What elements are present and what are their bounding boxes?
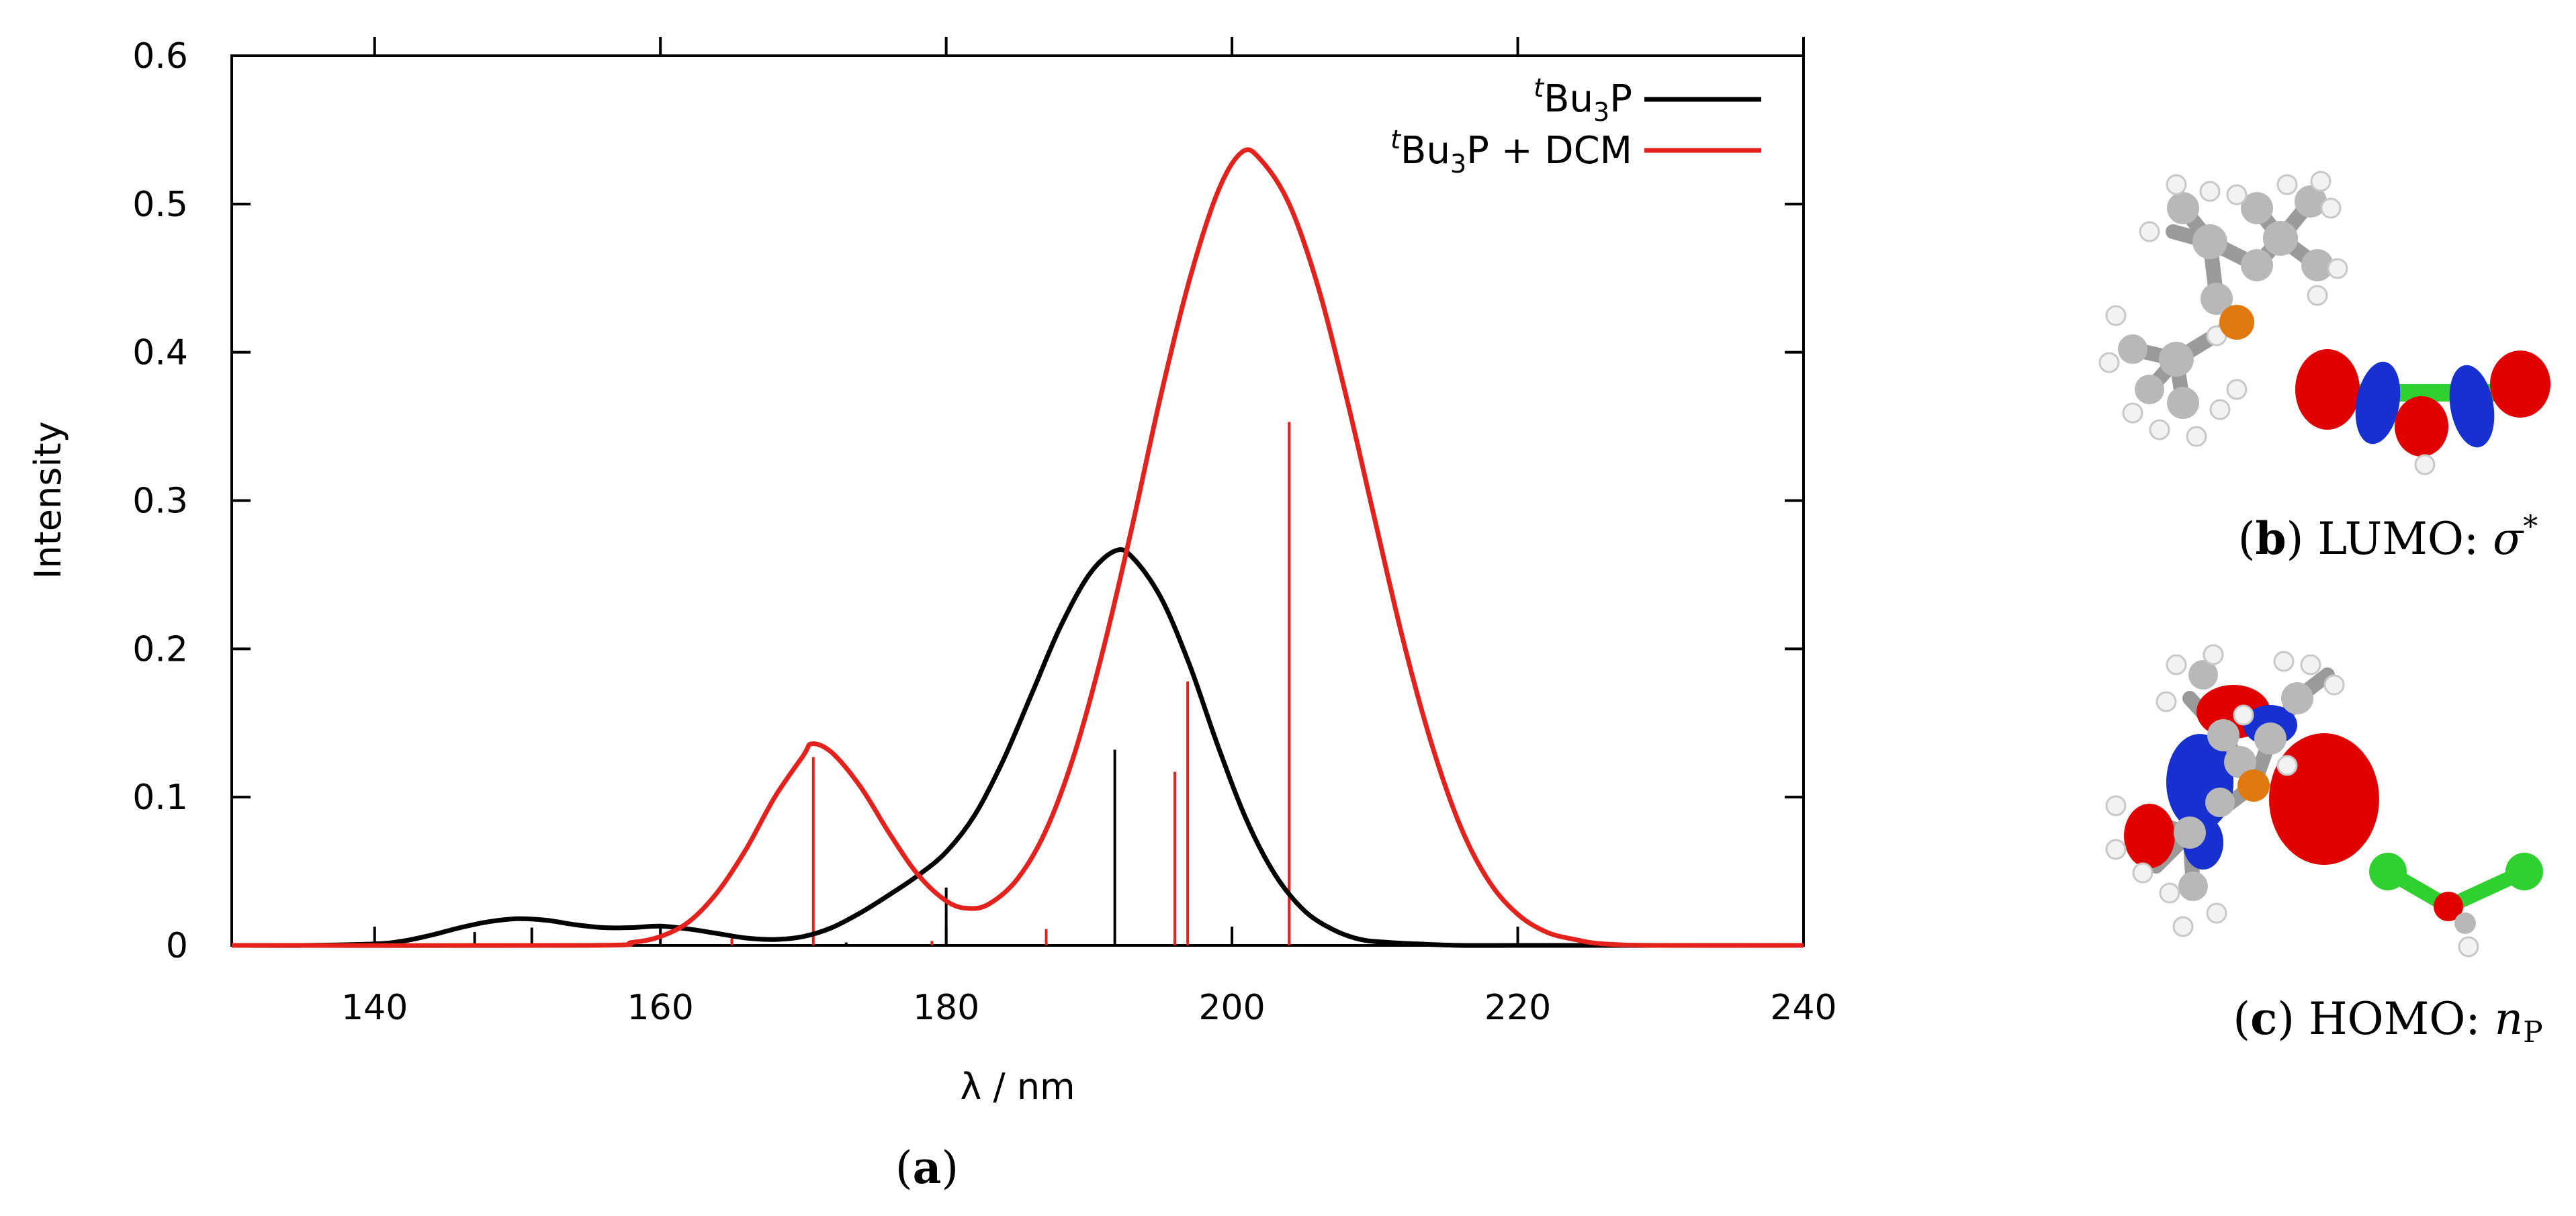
y-axis-title: Intensity (27, 421, 69, 579)
y-tick-label: 0.4 (132, 333, 188, 373)
plot-frame (230, 54, 1805, 947)
y-tick-label: 0 (166, 926, 188, 966)
x-tick-label: 140 (341, 988, 408, 1028)
axis-ticks (232, 37, 1805, 947)
panel-b-sup: * (2523, 510, 2538, 544)
transition-sticks (473, 422, 1291, 945)
panel-c-orbital: HOMO: (2309, 993, 2481, 1045)
legend: tBu3P tBu3P + DCM (1390, 73, 1761, 179)
dcm-molecule-c (2369, 853, 2543, 957)
y-tick-label: 0.3 (132, 481, 188, 522)
y-tick-label: 0.5 (132, 185, 188, 225)
legend-label-bu3p-dcm: tBu3P + DCM (1390, 125, 1632, 179)
panel-c-caption: (c) HOMO: nP (2233, 992, 2542, 1049)
legend-sup: t (1534, 73, 1545, 103)
legend-label-bu3p: tBu3P (1534, 73, 1632, 127)
lumo-orbital-image (2098, 171, 2550, 475)
x-tick-label: 160 (627, 988, 694, 1028)
panel-c-symbol: n (2495, 993, 2524, 1045)
panel-b-caption: (b) LUMO: σ* (2238, 510, 2538, 565)
homo-orbital-image (2105, 644, 2543, 957)
dcm-lumo-lobes (2295, 349, 2550, 475)
legend-main: Bu (1544, 77, 1593, 121)
x-tick-label: 220 (1484, 988, 1551, 1028)
axis-tick-labels: 140 160 180 200 220 240 0 0.1 0.2 0.3 0.4 0.5 0.6 (132, 36, 1836, 1028)
y-tick-label: 0.1 (132, 778, 188, 818)
x-tick-label: 240 (1770, 988, 1836, 1028)
phosphorus-atom (2219, 305, 2254, 340)
panel-b-symbol: σ (2493, 513, 2524, 565)
panel-a-letter: a (913, 1141, 942, 1194)
legend-tail: P (1609, 77, 1632, 121)
uv-spectrum-chart: 140 160 180 200 220 240 0 0.1 0.2 0.3 0.4 0.5 0.6 In… (27, 36, 1837, 1108)
legend-main: Bu (1401, 129, 1450, 173)
x-axis-title: λ / nm (960, 1066, 1075, 1108)
x-tick-label: 200 (1198, 988, 1265, 1028)
curve-bu3p (231, 547, 1804, 948)
panel-b-orbital: LUMO: (2317, 513, 2479, 565)
phosphorus-atom (2237, 769, 2270, 802)
tbu3p-molecule-b (2098, 171, 2348, 447)
y-tick-label: 0.6 (132, 36, 188, 77)
spectrum-curves (231, 147, 1804, 948)
legend-sup: t (1390, 125, 1402, 154)
panel-a-caption: (a) (895, 1141, 959, 1194)
curve-bu3p_dcm (231, 147, 1804, 948)
x-tick-label: 180 (913, 988, 979, 1028)
panel-c-sub: P (2523, 1015, 2543, 1049)
panel-b-letter: b (2256, 512, 2286, 565)
y-tick-label: 0.2 (132, 629, 188, 669)
panel-c-letter: c (2250, 992, 2277, 1045)
legend-tail: P + DCM (1466, 129, 1632, 173)
tbu3p-molecule-c (2105, 644, 2379, 937)
legend-sub: 3 (1450, 149, 1466, 179)
legend-sub: 3 (1593, 97, 1609, 127)
